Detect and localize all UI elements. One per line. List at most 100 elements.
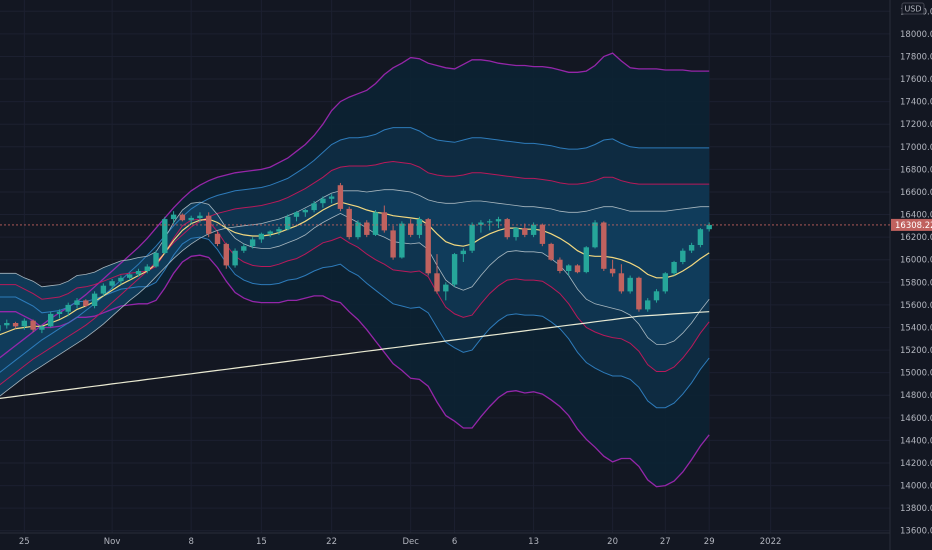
candle[interactable] (144, 264, 150, 274)
candle[interactable] (592, 220, 598, 249)
candle[interactable] (680, 248, 686, 265)
candle[interactable] (460, 248, 466, 262)
candle[interactable] (636, 276, 642, 312)
candle[interactable] (697, 228, 704, 248)
candle[interactable] (153, 250, 159, 268)
candle[interactable] (118, 275, 124, 285)
candle[interactable] (416, 216, 423, 239)
candle[interactable] (425, 217, 431, 276)
candle[interactable] (671, 260, 677, 276)
candle[interactable] (170, 211, 177, 224)
candle[interactable] (390, 225, 396, 260)
candle-body (170, 214, 177, 220)
candle[interactable] (443, 282, 449, 301)
price-tick-label: 16400.00 (900, 211, 932, 221)
candle[interactable] (557, 257, 563, 274)
candle-body (583, 247, 589, 273)
candle[interactable] (539, 223, 546, 247)
price-tick-label: 15200.00 (900, 346, 932, 356)
candle[interactable] (601, 221, 607, 272)
candle[interactable] (399, 221, 405, 259)
price-tick-label: 15000.00 (900, 369, 932, 379)
candle[interactable] (74, 298, 80, 309)
candle[interactable] (434, 254, 440, 294)
candle[interactable] (364, 220, 370, 238)
candle[interactable] (408, 219, 414, 238)
candle[interactable] (91, 291, 98, 309)
candle[interactable] (293, 211, 300, 222)
candle[interactable] (311, 201, 317, 213)
candle[interactable] (381, 205, 387, 233)
candle[interactable] (241, 243, 247, 253)
candle[interactable] (179, 213, 186, 222)
blue-band-lower (0, 236, 710, 409)
price-tick-label: 13800.00 (900, 504, 932, 514)
candle[interactable] (285, 214, 291, 231)
candle[interactable] (4, 319, 10, 329)
outer-band-upper (0, 52, 710, 359)
fast-moving-average (0, 201, 710, 336)
candle[interactable] (548, 242, 554, 261)
candle[interactable] (574, 264, 581, 274)
outer-band-lower (0, 254, 710, 488)
candle[interactable] (249, 237, 256, 249)
candle[interactable] (662, 272, 668, 294)
candle[interactable] (645, 298, 651, 312)
candle[interactable] (302, 208, 308, 217)
candle[interactable] (688, 242, 695, 253)
candles[interactable] (0, 182, 712, 334)
candle[interactable] (100, 283, 107, 296)
candle[interactable] (276, 226, 282, 235)
candle[interactable] (109, 278, 115, 290)
candle[interactable] (451, 252, 458, 287)
candle[interactable] (495, 216, 502, 229)
candle[interactable] (56, 309, 63, 319)
candle[interactable] (162, 216, 168, 255)
candle-body (697, 229, 704, 245)
candle[interactable] (223, 242, 229, 269)
candle[interactable] (188, 215, 194, 224)
candle[interactable] (337, 182, 344, 212)
candle-body (706, 224, 712, 230)
candle[interactable] (127, 273, 133, 281)
candle[interactable] (522, 223, 528, 238)
candle-body (548, 243, 554, 260)
candle[interactable] (258, 232, 265, 243)
candle[interactable] (65, 302, 71, 317)
candle[interactable] (0, 324, 1, 333)
candle[interactable] (372, 210, 379, 237)
candle[interactable] (232, 248, 238, 268)
candle[interactable] (48, 311, 54, 328)
candle[interactable] (583, 246, 589, 274)
candle[interactable] (39, 325, 45, 334)
candle[interactable] (618, 264, 625, 294)
candle[interactable] (469, 222, 475, 253)
candle[interactable] (328, 194, 335, 204)
candle[interactable] (197, 212, 203, 223)
candle[interactable] (346, 206, 352, 240)
candle[interactable] (504, 217, 510, 240)
candle[interactable] (12, 321, 19, 329)
candle-body (504, 219, 510, 238)
candle[interactable] (609, 259, 616, 277)
candle-body (100, 285, 107, 294)
candle[interactable] (355, 220, 361, 240)
candle[interactable] (30, 319, 36, 332)
candle[interactable] (706, 222, 712, 232)
candle[interactable] (135, 268, 142, 277)
time-axis[interactable]: 25 Nov 8 15 22 Dec 6 13 20 27 29 2022 (19, 537, 782, 547)
time-tick-label: Dec (402, 537, 419, 547)
candle[interactable] (83, 299, 89, 308)
candle-body (188, 217, 194, 221)
candle-body (355, 222, 361, 238)
candle[interactable] (566, 264, 572, 276)
candle[interactable] (478, 220, 484, 233)
candle[interactable] (21, 318, 27, 330)
candle[interactable] (214, 231, 221, 247)
candle[interactable] (320, 196, 326, 208)
candle[interactable] (653, 289, 660, 303)
candle[interactable] (267, 230, 273, 238)
candle[interactable] (627, 275, 633, 294)
candle[interactable] (513, 226, 519, 241)
